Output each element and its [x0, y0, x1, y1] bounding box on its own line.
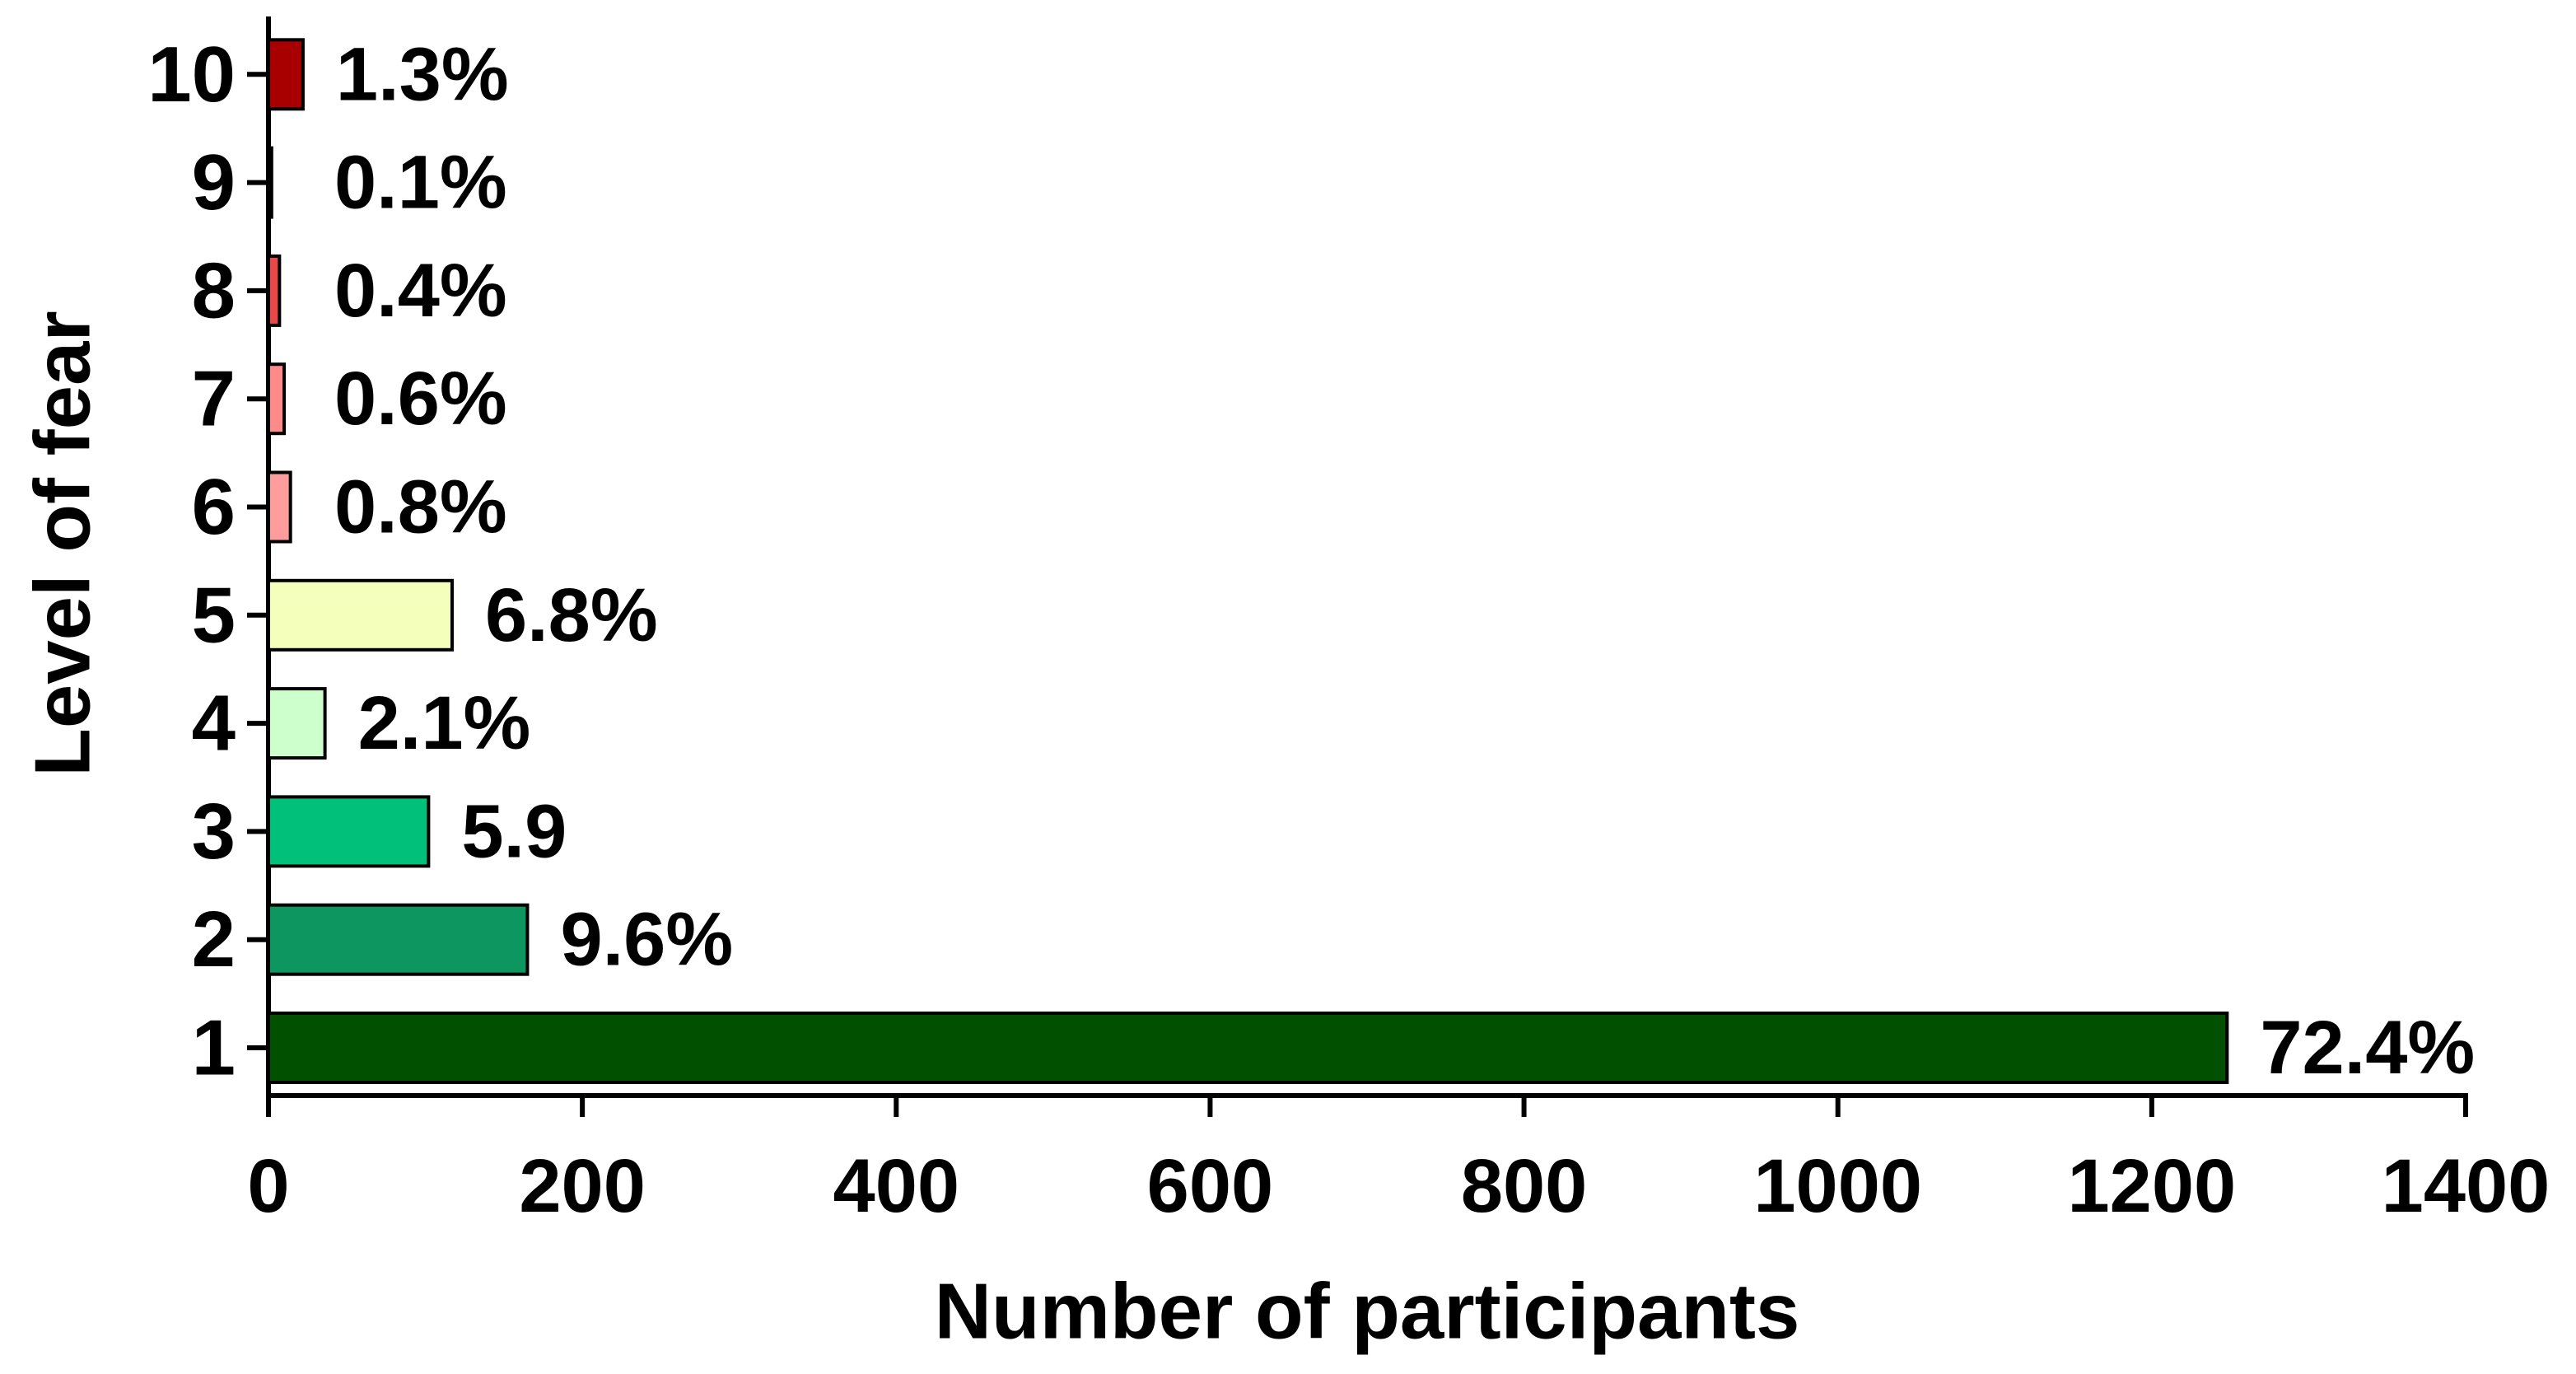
y-tick-label: 6 [192, 463, 236, 551]
y-tick-label: 1 [192, 1004, 236, 1092]
bar-annotation: 0.6% [334, 357, 507, 441]
y-axis-title: Level of fear [19, 311, 107, 777]
bar-annotation: 9.6% [560, 898, 733, 982]
bar [267, 470, 292, 544]
bar-annotation: 5.9 [461, 789, 567, 873]
x-tick-label: 1000 [1753, 1144, 1922, 1228]
bar [267, 1012, 2229, 1084]
bar-annotation: 0.4% [334, 249, 507, 333]
x-tick-label: 200 [519, 1144, 646, 1228]
x-tick-label: 400 [833, 1144, 960, 1228]
bar-annotation: 72.4% [2260, 1006, 2475, 1090]
x-axis-title: Number of participants [935, 1268, 1800, 1356]
y-tick-label: 2 [192, 895, 236, 984]
x-tick-label: 1400 [2382, 1144, 2550, 1228]
x-tick-label: 800 [1461, 1144, 1588, 1228]
y-tick-label: 4 [192, 680, 236, 768]
x-tick-label: 1200 [2068, 1144, 2237, 1228]
bar-annotation: 0.8% [334, 465, 507, 549]
y-tick-label: 10 [147, 30, 236, 119]
y-tick-label: 5 [192, 571, 236, 659]
bar [267, 578, 454, 652]
bar [267, 254, 282, 327]
bar-annotation: 6.8% [485, 573, 658, 657]
y-tick-label: 7 [192, 355, 236, 443]
bar [267, 362, 287, 436]
bar-annotation: 1.3% [336, 32, 509, 116]
y-tick-label: 8 [192, 246, 236, 334]
x-tick-label: 600 [1147, 1144, 1274, 1228]
bar [267, 687, 327, 760]
bar [267, 146, 273, 219]
y-tick-label: 9 [192, 138, 236, 227]
bar-annotation: 2.1% [358, 681, 531, 765]
bar [267, 903, 530, 976]
bar-annotation: 0.1% [334, 141, 507, 225]
x-tick-label: 0 [247, 1144, 289, 1228]
bar [267, 38, 305, 111]
bar [267, 795, 431, 868]
y-tick-label: 3 [192, 787, 236, 876]
